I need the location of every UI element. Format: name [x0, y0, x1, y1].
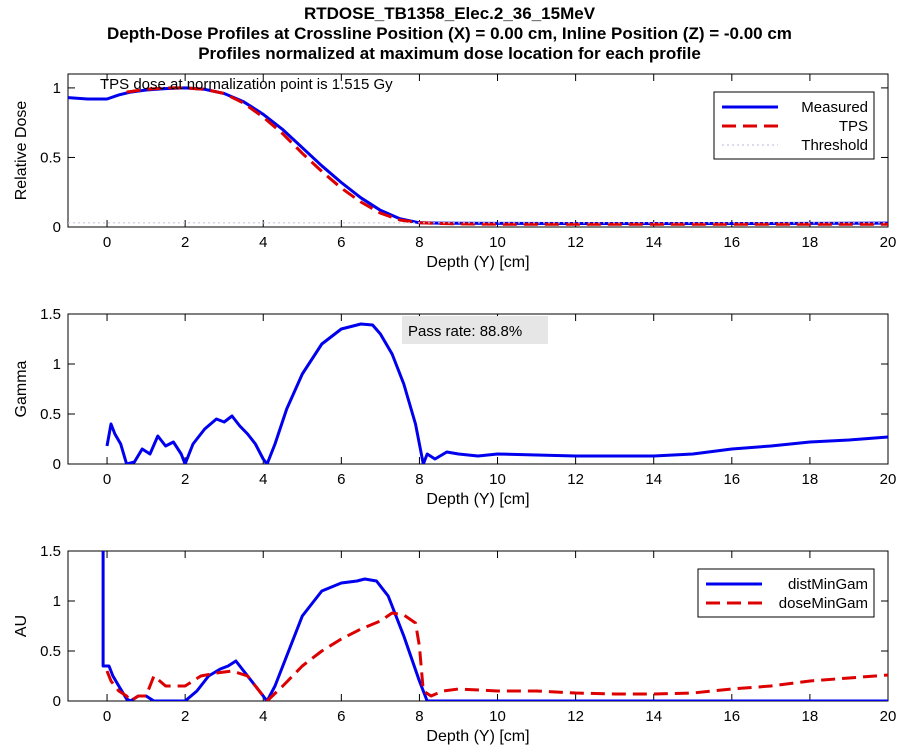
x-tick-label: 12	[567, 708, 584, 725]
y-tick-label: 1	[53, 80, 61, 97]
x-tick-label: 18	[802, 234, 819, 251]
y-tick-label: 0.5	[40, 643, 61, 660]
legend-label-tps: TPS	[839, 118, 868, 135]
x-tick-label: 10	[489, 234, 506, 251]
x-tick-label: 6	[337, 708, 345, 725]
legend-label-distmingam: distMinGam	[788, 576, 868, 593]
normalization-annotation: TPS dose at normalization point is 1.515…	[100, 76, 393, 93]
x-tick-label: 2	[181, 708, 189, 725]
x-axis-label: Depth (Y) [cm]	[426, 728, 529, 745]
x-tick-label: 20	[880, 471, 897, 488]
plot-frame	[67, 313, 889, 465]
dose-profile-panel: 0 2 4 6 8 10 12 14 16 18 20 0 0.5 1 Depth (Y) [cm] Rela…	[13, 73, 897, 271]
x-tick-label: 0	[103, 471, 111, 488]
legend-box	[713, 91, 875, 160]
y-axis-label: Gamma	[13, 360, 30, 417]
x-tick-label: 12	[567, 471, 584, 488]
x-tick-label: 18	[802, 708, 819, 725]
x-tick-label: 0	[103, 234, 111, 251]
legend-label-measured: Measured	[801, 99, 868, 116]
x-tick-label: 14	[645, 234, 662, 251]
y-tick-label: 0.5	[40, 406, 61, 423]
x-tick-label: 10	[489, 708, 506, 725]
legend: distMinGam doseMinGam	[697, 568, 875, 618]
x-tick-label: 6	[337, 471, 345, 488]
x-tick-label: 2	[181, 471, 189, 488]
y-tick-label: 1	[53, 593, 61, 610]
x-tick-label: 4	[259, 471, 267, 488]
x-tick-label: 12	[567, 234, 584, 251]
y-tick-label: 1.5	[40, 306, 61, 323]
x-tick-label: 14	[645, 471, 662, 488]
y-axis-label: Relative Dose	[13, 101, 30, 201]
x-tick-label: 14	[645, 708, 662, 725]
figure-title-line-3: Profiles normalized at maximum dose loca…	[198, 44, 701, 63]
figure-title-line-2: Depth-Dose Profiles at Crossline Positio…	[107, 24, 792, 43]
y-tick-label: 0.5	[40, 149, 61, 166]
legend-label-dosemingam: doseMinGam	[779, 595, 868, 612]
x-tick-label: 8	[415, 708, 423, 725]
x-tick-label: 16	[723, 471, 740, 488]
series-gamma-line	[105, 322, 888, 464]
series-tps-line	[126, 86, 888, 226]
x-axis-label: Depth (Y) [cm]	[426, 254, 529, 271]
legend-box	[697, 568, 875, 618]
y-tick-label: 0	[53, 693, 61, 710]
y-tick-label: 1.5	[40, 543, 61, 560]
y-tick-label: 0	[53, 456, 61, 473]
x-tick-label: 6	[337, 234, 345, 251]
gamma-panel: 0 2 4 6 8 10 12 14 16 18 20 0 0.5 1 1.5 Depth (Y) [cm] G…	[13, 306, 896, 508]
x-tick-label: 4	[259, 234, 267, 251]
x-tick-label: 10	[489, 471, 506, 488]
y-axis-label: AU	[13, 615, 30, 637]
x-tick-label: 8	[415, 234, 423, 251]
pass-rate-box	[402, 316, 548, 344]
x-tick-label: 2	[181, 234, 189, 251]
x-tick-label: 18	[802, 471, 819, 488]
x-tick-label: 20	[880, 708, 897, 725]
min-gamma-panel: 0 2 4 6 8 10 12 14 16 18 20 0 0.5 1 1.5 Depth (Y) [cm] A…	[13, 543, 896, 745]
x-tick-label: 4	[259, 708, 267, 725]
figure-title-line-1: RTDOSE_TB1358_Elec.2_36_15MeV	[303, 4, 596, 23]
plot-frame	[67, 73, 889, 228]
x-tick-label: 8	[415, 471, 423, 488]
x-tick-label: 0	[103, 708, 111, 725]
x-tick-label: 16	[723, 234, 740, 251]
x-tick-label: 20	[880, 234, 897, 251]
y-tick-label: 0	[53, 219, 61, 236]
series-dosemingam-line	[105, 611, 888, 701]
x-tick-label: 16	[723, 708, 740, 725]
y-tick-label: 1	[53, 356, 61, 373]
legend: Measured TPS Threshold	[713, 91, 875, 160]
pass-rate-annotation: Pass rate: 88.8%	[408, 323, 522, 340]
legend-label-threshold: Threshold	[801, 137, 868, 154]
x-axis-label: Depth (Y) [cm]	[426, 491, 529, 508]
